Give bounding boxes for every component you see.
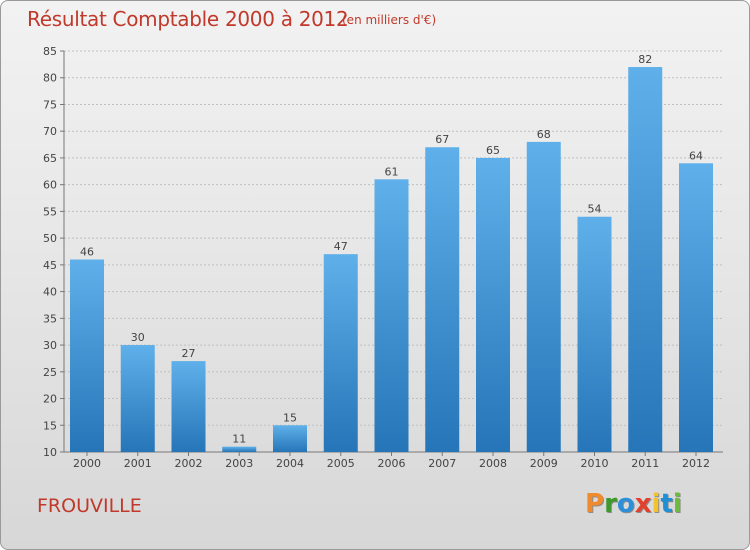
y-tick-label: 30 bbox=[43, 339, 57, 352]
logo-letter: P bbox=[585, 489, 605, 519]
x-tick-label: 2004 bbox=[276, 457, 304, 470]
x-tick-label: 2008 bbox=[479, 457, 507, 470]
x-tick-label: 2001 bbox=[124, 457, 152, 470]
x-tick-label: 2010 bbox=[581, 457, 609, 470]
data-label: 64 bbox=[689, 149, 703, 162]
data-label: 15 bbox=[283, 411, 297, 424]
bar[interactable] bbox=[425, 147, 460, 453]
y-tick-label: 75 bbox=[43, 98, 57, 111]
y-tick-label: 25 bbox=[43, 366, 57, 379]
x-tick-label: 2003 bbox=[225, 457, 253, 470]
bar[interactable] bbox=[323, 254, 358, 452]
y-tick-label: 40 bbox=[43, 286, 57, 299]
y-tick-label: 70 bbox=[43, 125, 57, 138]
y-tick-label: 20 bbox=[43, 393, 57, 406]
y-tick-label: 55 bbox=[43, 205, 57, 218]
y-tick-label: 80 bbox=[43, 72, 57, 85]
x-tick-label: 2002 bbox=[175, 457, 203, 470]
bar[interactable] bbox=[374, 179, 409, 452]
y-tick-label: 10 bbox=[43, 446, 57, 459]
data-label: 68 bbox=[537, 128, 551, 141]
y-tick-label: 45 bbox=[43, 259, 57, 272]
bar[interactable] bbox=[628, 67, 663, 452]
bar[interactable] bbox=[171, 361, 206, 452]
x-tick-label: 2000 bbox=[73, 457, 101, 470]
data-label: 27 bbox=[182, 347, 196, 360]
data-label: 65 bbox=[486, 144, 500, 157]
y-tick-label: 35 bbox=[43, 312, 57, 325]
x-tick-label: 2006 bbox=[378, 457, 406, 470]
bar[interactable] bbox=[70, 259, 104, 452]
data-label: 11 bbox=[232, 433, 246, 446]
data-label: 82 bbox=[638, 53, 652, 66]
bar[interactable] bbox=[526, 141, 561, 453]
chart-subtitle: (en milliers d'€) bbox=[342, 13, 437, 27]
bar[interactable] bbox=[476, 157, 510, 452]
y-tick-label: 15 bbox=[43, 419, 57, 432]
bar[interactable] bbox=[222, 446, 257, 452]
logo-letter: i bbox=[672, 489, 682, 519]
data-label: 47 bbox=[334, 240, 348, 253]
y-tick-label: 60 bbox=[43, 179, 57, 192]
x-tick-label: 2012 bbox=[682, 457, 710, 470]
bar[interactable] bbox=[120, 345, 155, 452]
x-tick-label: 2007 bbox=[428, 457, 456, 470]
chart-title: Résultat Comptable 2000 à 2012 bbox=[27, 7, 349, 31]
proxiti-logo[interactable]: Proxiti bbox=[585, 489, 682, 519]
data-label: 67 bbox=[435, 133, 449, 146]
x-tick-label: 2011 bbox=[631, 457, 659, 470]
y-tick-label: 65 bbox=[43, 152, 57, 165]
bar[interactable] bbox=[273, 425, 307, 452]
bar[interactable] bbox=[577, 216, 612, 452]
data-label: 46 bbox=[80, 246, 94, 259]
data-label: 61 bbox=[385, 165, 399, 178]
logo-letter: r bbox=[604, 489, 617, 519]
y-tick-label: 85 bbox=[43, 45, 57, 58]
town-name: FROUVILLE bbox=[37, 495, 142, 517]
y-tick-label: 50 bbox=[43, 232, 57, 245]
bar[interactable] bbox=[679, 163, 713, 452]
x-tick-label: 2009 bbox=[530, 457, 558, 470]
data-label: 54 bbox=[588, 203, 602, 216]
data-label: 30 bbox=[131, 331, 145, 344]
logo-letter: o bbox=[616, 489, 635, 519]
x-tick-label: 2005 bbox=[327, 457, 355, 470]
logo-letter: t bbox=[660, 489, 673, 519]
logo-letter: x bbox=[634, 489, 652, 519]
logo-letter: i bbox=[651, 489, 661, 519]
